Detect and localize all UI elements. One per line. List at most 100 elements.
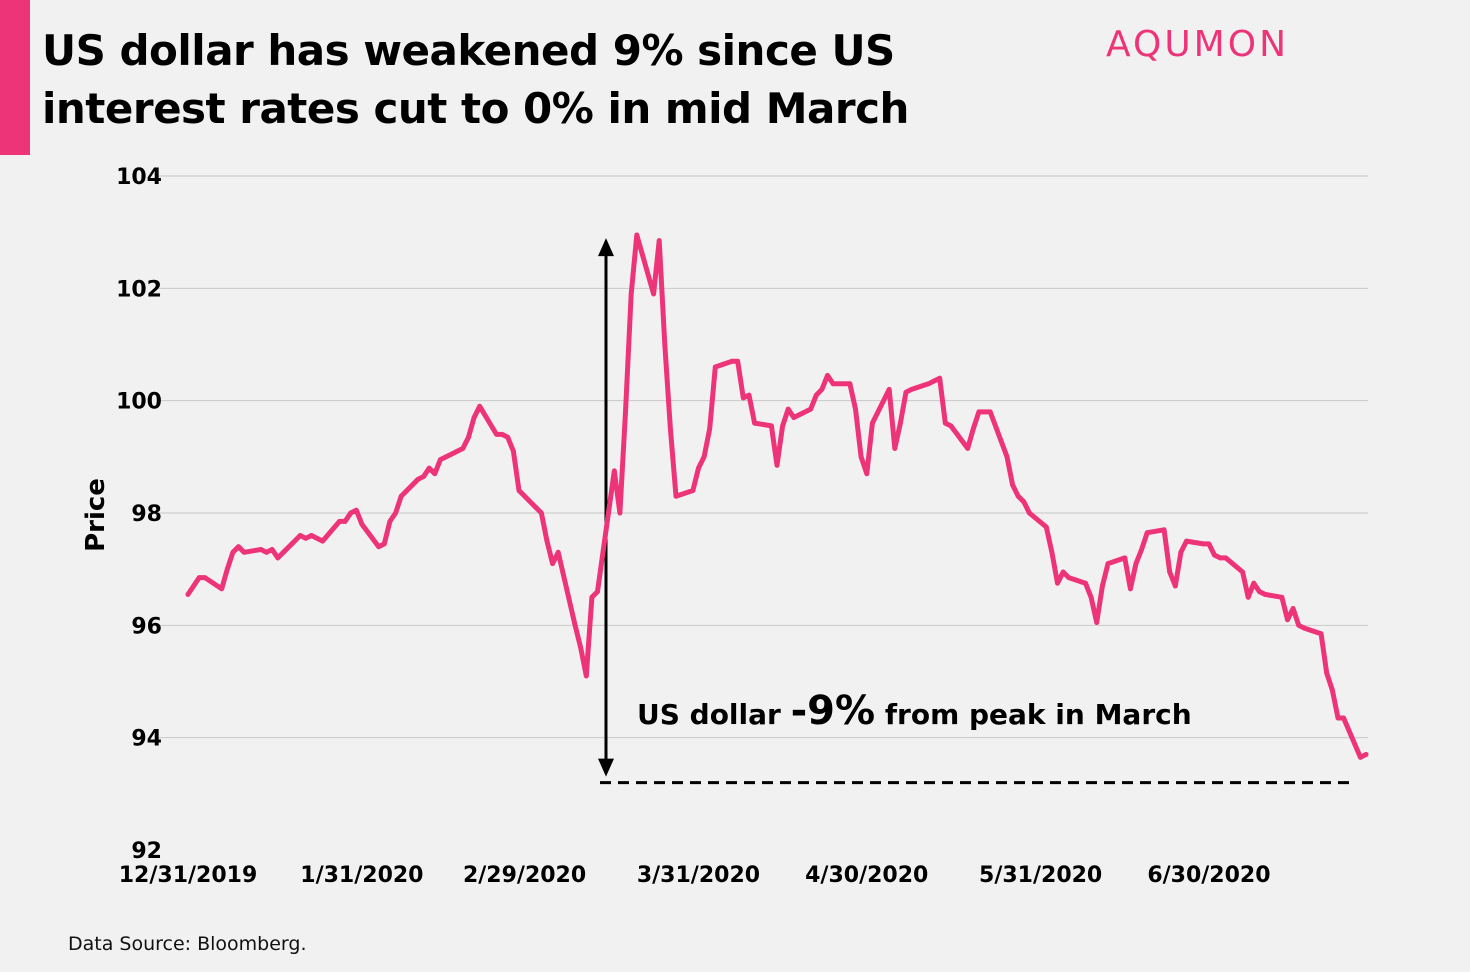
data-point (1206, 541, 1212, 547)
data-point (611, 468, 617, 474)
data-point (1223, 555, 1229, 561)
y-tick-label: 96 (131, 614, 162, 639)
x-tick-label: 3/31/2020 (637, 863, 760, 888)
gridlines (157, 175, 1368, 739)
data-point (196, 575, 202, 580)
data-point (791, 415, 797, 420)
y-axis: 92 94 96 98 100 102 104 (116, 165, 162, 864)
y-tick-label: 94 (131, 727, 162, 752)
data-point (432, 471, 438, 477)
data-point (297, 533, 303, 538)
data-point (1021, 499, 1027, 505)
data-point (926, 381, 931, 387)
annotation-emphasis: -9% (791, 688, 876, 734)
data-point (1004, 454, 1010, 460)
data-point (1172, 583, 1178, 589)
data-point (550, 561, 555, 566)
data-point (1015, 493, 1021, 499)
data-point (1010, 482, 1015, 488)
data-point (421, 474, 426, 479)
data-point (224, 566, 230, 572)
x-tick-label: 5/31/2020 (979, 863, 1102, 888)
data-point (1178, 549, 1184, 555)
data-point (595, 589, 600, 594)
data-point (651, 291, 656, 297)
data-point (376, 544, 382, 550)
data-point (1200, 541, 1206, 547)
data-point (707, 426, 713, 432)
data-point (1060, 569, 1066, 575)
data-point (886, 387, 892, 392)
data-point (505, 434, 511, 440)
x-tick-label: 1/31/2020 (300, 863, 423, 888)
data-point (937, 375, 943, 381)
arrow-head-down (598, 758, 614, 777)
data-point (230, 549, 236, 555)
data-point (342, 519, 348, 524)
data-point (477, 403, 483, 409)
data-point (516, 488, 522, 493)
data-point (948, 423, 954, 429)
data-point (381, 541, 387, 547)
x-tick-label: 2/29/2020 (463, 863, 586, 888)
x-tick-label: 6/30/2020 (1147, 863, 1270, 888)
data-point (847, 381, 853, 387)
data-point (898, 420, 903, 426)
data-point (746, 392, 752, 398)
data-point (1105, 561, 1111, 566)
y-tick-label: 98 (131, 502, 162, 527)
data-point (219, 586, 225, 592)
data-point (623, 409, 628, 415)
data-point (1301, 625, 1307, 631)
data-point (1049, 549, 1055, 555)
data-point (701, 454, 707, 460)
data-point (735, 358, 741, 364)
data-point (696, 465, 701, 471)
data-point (1133, 561, 1139, 566)
data-point (1043, 524, 1049, 530)
data-point (589, 594, 595, 600)
data-point (1262, 592, 1268, 597)
arrow-head-up (598, 238, 614, 257)
data-point (825, 373, 830, 378)
data-point (303, 535, 309, 541)
y-tick-label: 100 (116, 390, 162, 415)
data-point (583, 673, 589, 679)
data-point (1184, 538, 1189, 544)
data-point (499, 432, 505, 437)
data-point (1363, 752, 1369, 757)
data-point (830, 381, 836, 387)
data-point (572, 622, 578, 628)
data-point (942, 420, 948, 426)
data-point (1217, 555, 1223, 561)
brand-logo: AQUMON (1106, 24, 1290, 65)
data-point (1285, 617, 1290, 623)
data-point (982, 409, 987, 415)
data-point (314, 535, 320, 541)
data-point (1212, 552, 1217, 558)
data-source: Data Source: Bloomberg. (68, 933, 307, 955)
data-point (454, 448, 460, 454)
data-point (1083, 580, 1088, 586)
data-point (320, 538, 325, 544)
data-point (1094, 620, 1100, 625)
data-point (1088, 594, 1094, 600)
data-point (544, 538, 550, 544)
usd-index-line (185, 232, 1369, 760)
data-point (1257, 589, 1262, 594)
data-point (1324, 670, 1330, 676)
data-point (241, 549, 247, 555)
data-point (970, 426, 976, 432)
data-point (387, 519, 393, 524)
data-point (533, 505, 539, 510)
data-point (1358, 754, 1363, 760)
data-point (460, 446, 466, 451)
data-point (511, 448, 516, 454)
data-point (555, 549, 561, 555)
data-point (1245, 594, 1251, 600)
data-point (780, 423, 785, 429)
data-point (673, 493, 679, 499)
annotation-suffix: from peak in March (875, 698, 1192, 731)
